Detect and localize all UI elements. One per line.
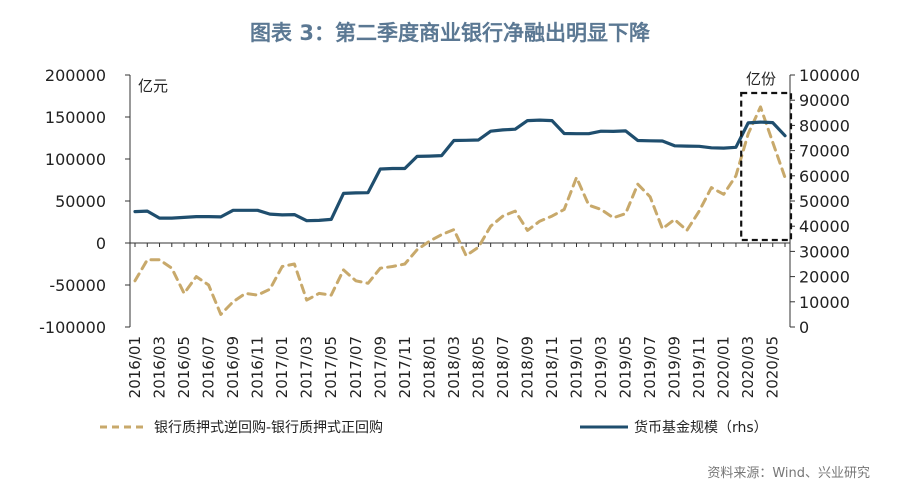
x-axis-tick-label: 2017/03 bbox=[298, 336, 316, 398]
x-axis-tick-label: 2016/05 bbox=[175, 336, 193, 398]
right-axis-tick-label: 100000 bbox=[799, 66, 860, 85]
x-axis-tick-label: 2018/03 bbox=[445, 336, 463, 398]
x-axis-tick-label: 2018/09 bbox=[518, 336, 536, 398]
x-axis-tick-label: 2020/01 bbox=[715, 336, 733, 398]
left-axis-tick-label: 100000 bbox=[45, 150, 106, 169]
left-axis-tick-label: -100000 bbox=[39, 318, 106, 337]
right-axis-tick-label: 20000 bbox=[799, 268, 850, 287]
right-axis-tick-label: 60000 bbox=[799, 167, 850, 186]
right-axis-tick-label: 90000 bbox=[799, 91, 850, 110]
right-axis-tick-label: 70000 bbox=[799, 142, 850, 161]
right-unit-label: 亿份 bbox=[746, 70, 776, 88]
legend-label-repo-spread: 银行质押式逆回购-银行质押式正回购 bbox=[154, 420, 383, 436]
left-unit-label: 亿元 bbox=[138, 77, 168, 95]
x-axis-tick-label: 2016/07 bbox=[200, 336, 218, 398]
x-axis-tick-label: 2020/05 bbox=[764, 336, 782, 398]
right-axis-tick-label: 0 bbox=[799, 318, 809, 337]
x-axis-tick-label: 2017/09 bbox=[371, 336, 389, 398]
right-axis-tick-label: 80000 bbox=[799, 116, 850, 135]
x-axis-tick-label: 2018/07 bbox=[494, 336, 512, 398]
x-axis-tick-label: 2017/01 bbox=[273, 336, 291, 398]
x-axis-tick-label: 2017/05 bbox=[322, 336, 340, 398]
x-axis-tick-label: 2019/05 bbox=[617, 336, 635, 398]
x-axis-tick-label: 2016/01 bbox=[126, 336, 144, 398]
x-axis-tick-label: 2019/11 bbox=[690, 336, 708, 398]
legend-label-mmf-size: 货币基金规模（rhs） bbox=[634, 419, 768, 436]
source-note: 资料来源：Wind、兴业研究 bbox=[707, 466, 870, 481]
x-axis-tick-label: 2020/03 bbox=[739, 336, 757, 398]
right-axis-tick-label: 50000 bbox=[799, 192, 850, 211]
x-axis-tick-label: 2019/03 bbox=[592, 336, 610, 398]
highlight-layer bbox=[740, 91, 793, 242]
x-axis-tick-label: 2016/09 bbox=[224, 336, 242, 398]
series-line-repo-spread bbox=[133, 105, 787, 316]
left-axis-tick-label: 50000 bbox=[55, 192, 106, 211]
x-axis-tick-label: 2019/07 bbox=[641, 336, 659, 398]
x-axis-tick-label: 2018/05 bbox=[469, 336, 487, 398]
x-axis-tick-label: 2017/11 bbox=[396, 336, 414, 398]
right-axis-tick-label: 40000 bbox=[799, 217, 850, 236]
legend: 银行质押式逆回购-银行质押式正回购 货币基金规模（rhs） bbox=[100, 419, 768, 436]
x-axis-tick-label: 2018/11 bbox=[543, 336, 561, 398]
right-axis-tick-label: 10000 bbox=[799, 293, 850, 312]
series-layer bbox=[133, 105, 787, 316]
left-axis-tick-label: 150000 bbox=[45, 108, 106, 127]
x-axis-tick-label: 2018/01 bbox=[420, 336, 438, 398]
chart-title: 图表 3：第二季度商业银行净融出明显下降 bbox=[250, 21, 651, 45]
left-axis-tick-label: -50000 bbox=[49, 276, 106, 295]
x-axis-tick-label: 2019/09 bbox=[666, 336, 684, 398]
series-line-mmf-size bbox=[133, 118, 787, 223]
x-axis-tick-label: 2017/07 bbox=[347, 336, 365, 398]
left-axis-tick-label: 0 bbox=[96, 234, 106, 253]
highlight-box bbox=[740, 91, 793, 242]
x-axis-tick-label: 2019/01 bbox=[568, 336, 586, 398]
left-axis-tick-label: 200000 bbox=[45, 66, 106, 85]
axes: 200000150000100000500000-50000-100000100… bbox=[39, 66, 860, 398]
right-axis-tick-label: 30000 bbox=[799, 242, 850, 261]
x-axis-tick-label: 2016/11 bbox=[249, 336, 267, 398]
x-axis-tick-label: 2016/03 bbox=[151, 336, 169, 398]
